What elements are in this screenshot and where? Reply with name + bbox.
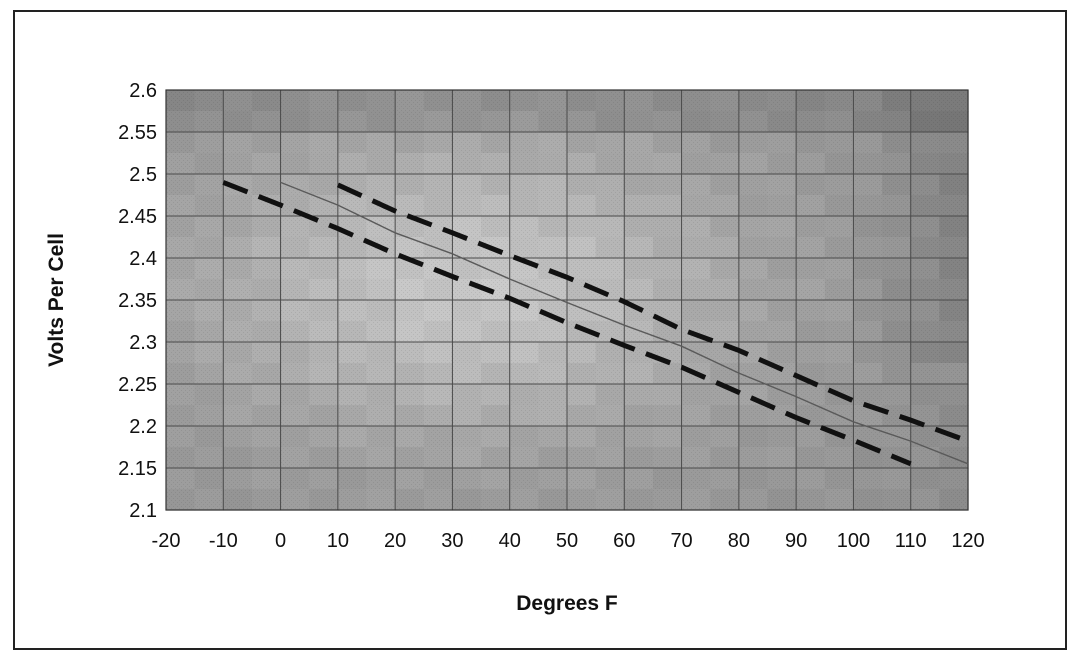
plot-border — [165, 89, 969, 511]
series-line-3 — [222, 180, 912, 467]
series-layer — [222, 180, 969, 467]
x-tick-label: 70 — [670, 530, 692, 552]
y-tick-labels: 2.1 2.15 2.2 2.25 2.3 2.35 2.4 2.45 2.5 2.55 2.6 — [118, 80, 157, 522]
x-tick-label: 120 — [951, 530, 984, 552]
gridlines — [165, 89, 969, 511]
series-line-1 — [280, 181, 969, 465]
x-tick-label: 0 — [275, 530, 286, 552]
y-tick-label: 2.55 — [118, 122, 157, 144]
y-tick-label: 2.3 — [129, 332, 157, 354]
x-tick-label: 40 — [499, 530, 521, 552]
y-tick-label: 2.15 — [118, 458, 157, 480]
x-tick-label: 20 — [384, 530, 406, 552]
x-tick-label: 50 — [556, 530, 578, 552]
x-tick-label: 90 — [785, 530, 807, 552]
x-tick-label: 30 — [441, 530, 463, 552]
y-tick-label: 2.4 — [129, 248, 157, 270]
chart-frame: 2.1 2.15 2.2 2.25 2.3 2.35 2.4 2.45 2.5 2.55 2.6 -… — [13, 10, 1067, 650]
x-tick-label: -20 — [152, 530, 181, 552]
chart-svg: 2.1 2.15 2.2 2.25 2.3 2.35 2.4 2.45 2.5 2.55 2.6 -… — [45, 80, 985, 615]
y-tick-label: 2.35 — [118, 290, 157, 312]
x-tick-label: 110 — [895, 530, 927, 552]
x-tick-labels: -20 -10 0 10 20 30 40 50 60 70 80 90 100 110 120 — [152, 530, 985, 552]
y-tick-label: 2.5 — [129, 164, 157, 186]
x-tick-label: -10 — [209, 530, 238, 552]
y-tick-label: 2.25 — [118, 374, 157, 396]
y-tick-label: 2.6 — [129, 80, 157, 102]
y-axis-title: Volts Per Cell — [45, 233, 68, 367]
x-tick-label: 10 — [327, 530, 349, 552]
x-tick-label: 60 — [613, 530, 635, 552]
x-axis-title: Degrees F — [516, 592, 618, 615]
x-tick-label: 80 — [728, 530, 750, 552]
y-tick-label: 2.2 — [129, 416, 157, 438]
x-tick-label: 100 — [837, 530, 870, 552]
y-tick-label: 2.45 — [118, 206, 157, 228]
y-tick-label: 2.1 — [129, 500, 157, 522]
